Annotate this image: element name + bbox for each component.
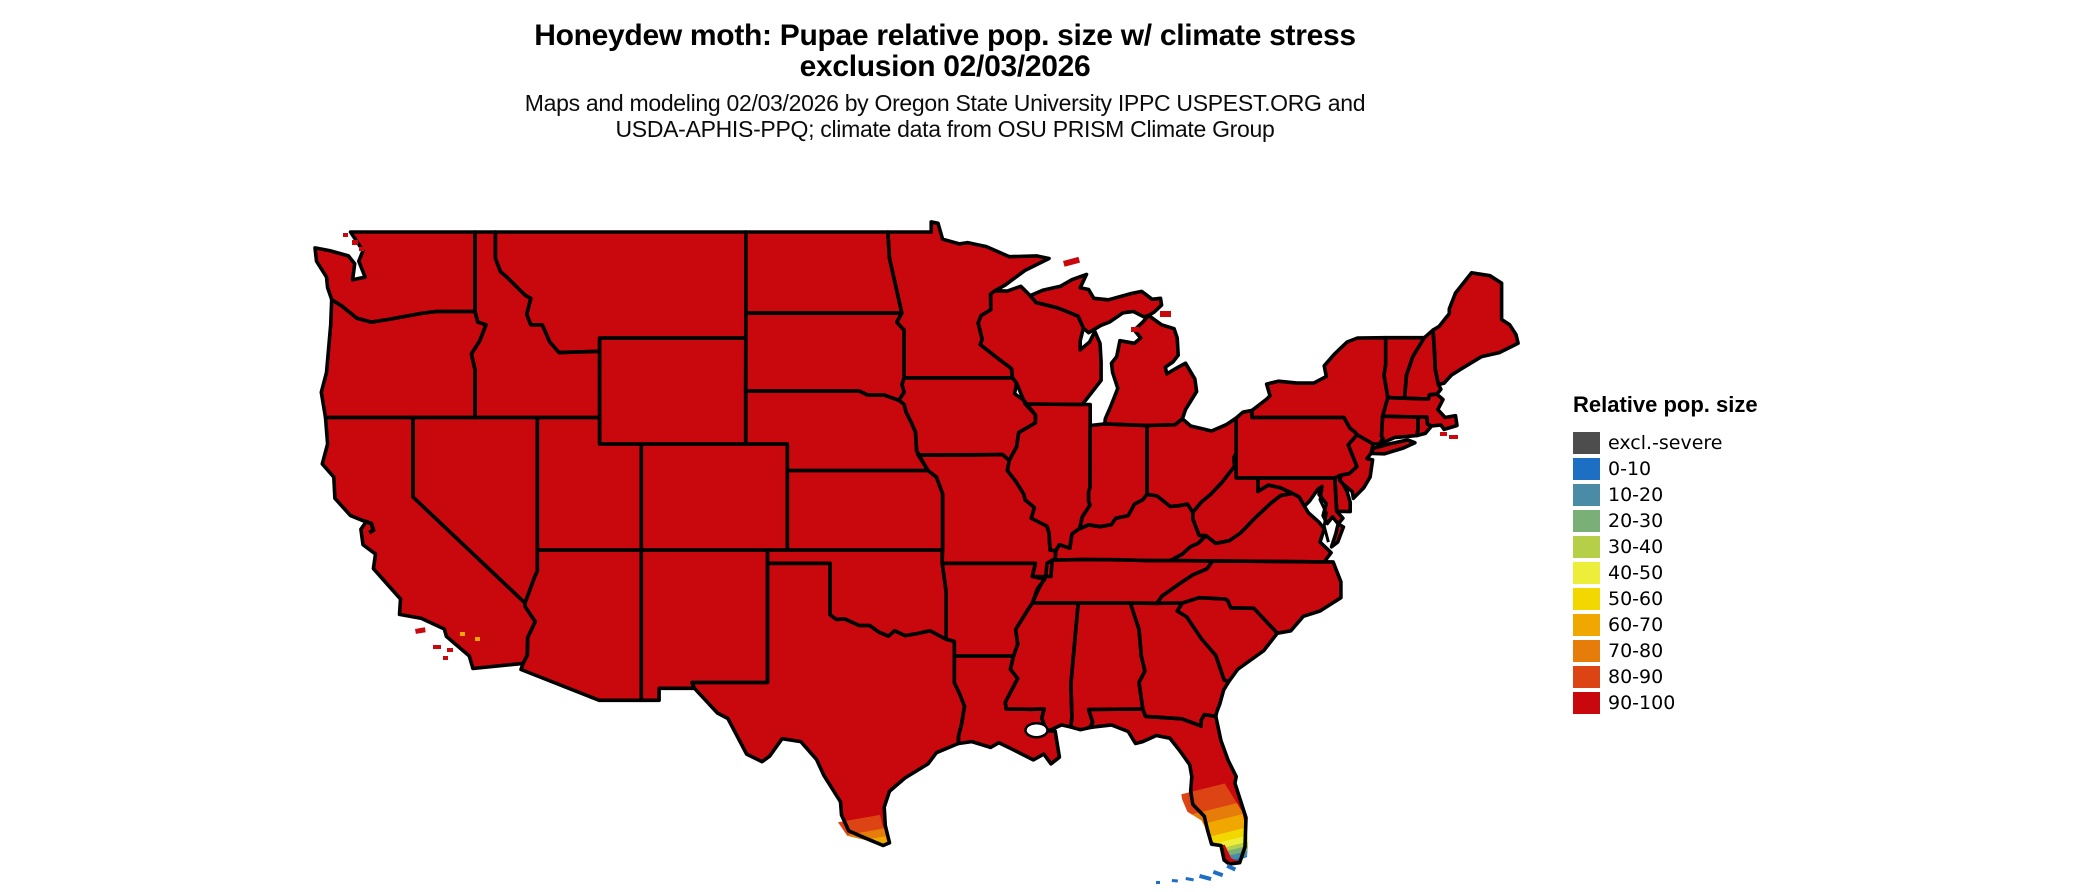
legend-item-label: excl.-severe (1608, 432, 1723, 454)
legend-swatch (1573, 614, 1600, 636)
legend-title: Relative pop. size (1573, 392, 1758, 417)
legend-item: 60-70 (1573, 614, 1758, 636)
legend-item: 70-80 (1573, 640, 1758, 662)
legend-item-label: 90-100 (1608, 692, 1676, 714)
legend-item-label: 20-30 (1608, 510, 1664, 532)
legend-swatch (1573, 458, 1600, 480)
page-subtitle: Maps and modeling 02/03/2026 by Oregon S… (0, 90, 1890, 142)
legend-item-label: 60-70 (1608, 614, 1664, 636)
legend-item: 10-20 (1573, 484, 1758, 506)
legend-swatch (1573, 432, 1600, 454)
legend-item-label: 70-80 (1608, 640, 1664, 662)
legend-item: 20-30 (1573, 510, 1758, 532)
legend-item: 80-90 (1573, 666, 1758, 688)
legend-item: 30-40 (1573, 536, 1758, 558)
legend-swatch (1573, 640, 1600, 662)
legend-item-label: 30-40 (1608, 536, 1664, 558)
legend-item: 90-100 (1573, 692, 1758, 714)
subtitle-line-2: USDA-APHIS-PPQ; climate data from OSU PR… (615, 116, 1275, 142)
legend-item-label: 0-10 (1608, 458, 1652, 480)
title-line-1: Honeydew moth: Pupae relative pop. size … (534, 19, 1356, 52)
page-title: Honeydew moth: Pupae relative pop. size … (0, 20, 1890, 82)
legend-item-label: 80-90 (1608, 666, 1664, 688)
title-line-2: exclusion 02/03/2026 (799, 50, 1091, 83)
legend-item-label: 50-60 (1608, 588, 1664, 610)
legend: Relative pop. size excl.-severe 0-10 10-20… (1573, 392, 1758, 718)
legend-swatch (1573, 484, 1600, 506)
legend-item: excl.-severe (1573, 432, 1758, 454)
legend-swatch (1573, 588, 1600, 610)
legend-swatch (1573, 692, 1600, 714)
legend-rows: excl.-severe 0-10 10-20 20-30 30-40 40-50 50-6… (1573, 432, 1758, 714)
legend-item: 40-50 (1573, 562, 1758, 584)
legend-item-label: 10-20 (1608, 484, 1664, 506)
legend-item-label: 40-50 (1608, 562, 1664, 584)
subtitle-line-1: Maps and modeling 02/03/2026 by Oregon S… (524, 90, 1366, 116)
legend-swatch (1573, 666, 1600, 688)
legend-item: 50-60 (1573, 588, 1758, 610)
legend-swatch (1573, 562, 1600, 584)
legend-item: 0-10 (1573, 458, 1758, 480)
legend-swatch (1573, 510, 1600, 532)
legend-swatch (1573, 536, 1600, 558)
